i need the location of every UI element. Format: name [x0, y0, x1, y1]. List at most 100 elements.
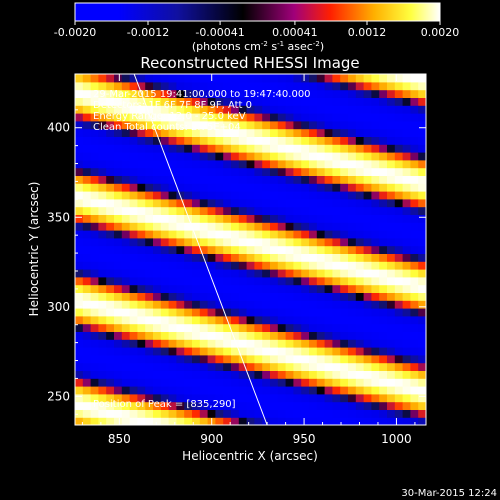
heatmap-cell	[285, 206, 294, 215]
heatmap-cell	[246, 253, 255, 262]
heatmap-cell	[394, 152, 404, 161]
heatmap-cell	[199, 105, 209, 114]
heatmap-cell	[223, 136, 232, 145]
heatmap-cell	[184, 120, 193, 130]
heatmap-cell	[355, 105, 365, 114]
heatmap-cell	[355, 159, 365, 169]
heatmap-cell	[394, 393, 404, 403]
heatmap-cell	[98, 284, 107, 293]
heatmap-cell	[160, 253, 170, 262]
heatmap-cell	[371, 393, 380, 403]
heatmap-cell	[293, 339, 302, 348]
heatmap-cell	[254, 276, 263, 286]
heatmap-cell	[309, 191, 318, 200]
heatmap-cell	[410, 89, 419, 98]
heatmap-cell	[82, 105, 92, 114]
heatmap-cell	[231, 105, 240, 114]
heatmap-cell	[184, 128, 193, 137]
heatmap-cell	[262, 113, 271, 122]
heatmap-cell	[394, 362, 404, 371]
heatmap-cell	[184, 393, 193, 403]
heatmap-cell	[106, 284, 115, 293]
heatmap-cell	[238, 276, 248, 286]
heatmap-cell	[129, 191, 138, 200]
x-tick-label: 950	[293, 432, 316, 446]
heatmap-cell	[129, 120, 138, 130]
heatmap-cell	[285, 120, 294, 130]
colorbar-ticks	[74, 21, 441, 25]
heatmap-cell	[402, 152, 411, 161]
heatmap-cell	[160, 401, 170, 410]
heatmap-cell	[254, 269, 263, 278]
plot-frame	[74, 73, 427, 426]
heatmap-cell	[262, 261, 271, 270]
heatmap-cell	[262, 409, 271, 418]
heatmap-cell	[363, 230, 372, 239]
heatmap-cell	[82, 339, 92, 348]
heatmap-cell	[121, 284, 131, 293]
heatmap-cell	[75, 159, 84, 169]
heatmap-cell	[371, 175, 380, 184]
heatmap-cell	[371, 362, 380, 371]
heatmap-cell	[332, 269, 341, 278]
heatmap-cell	[293, 292, 302, 301]
heatmap-cell	[75, 253, 84, 262]
heatmap-cell	[192, 152, 201, 161]
heatmap-cell	[106, 206, 115, 215]
heatmap-cell	[402, 245, 411, 254]
heatmap-cell	[355, 152, 365, 161]
heatmap-cell	[246, 167, 255, 176]
heatmap-cell	[254, 386, 263, 395]
heatmap-cell	[98, 230, 107, 239]
heatmap-cell	[285, 222, 294, 231]
heatmap-cell	[371, 354, 380, 364]
heatmap-cell	[379, 292, 388, 301]
heatmap-cell	[371, 347, 380, 356]
heatmap-cell	[114, 378, 123, 387]
heatmap-cell	[301, 315, 310, 325]
heatmap-cell	[207, 354, 216, 364]
heatmap-cell	[332, 97, 341, 106]
heatmap-cell	[293, 276, 302, 286]
heatmap-cell	[246, 292, 255, 301]
heatmap-cell	[402, 362, 411, 371]
heatmap-cell	[270, 347, 279, 356]
heatmap-cell	[301, 401, 310, 410]
heatmap-cell	[270, 269, 279, 278]
heatmap-cell	[82, 323, 92, 332]
heatmap-cell	[207, 206, 216, 215]
heatmap-cell	[363, 198, 372, 208]
heatmap-cell	[387, 409, 396, 418]
heatmap-cell	[238, 292, 248, 301]
heatmap-cell	[192, 237, 201, 247]
heatmap-cell	[238, 128, 248, 137]
heatmap-cell	[238, 315, 248, 325]
heatmap-cell	[371, 230, 380, 239]
heatmap-cell	[160, 339, 170, 348]
heatmap-cell	[199, 308, 209, 317]
heatmap-cell	[223, 339, 232, 348]
heatmap-cell	[153, 214, 162, 223]
heatmap-cell	[75, 113, 84, 122]
heatmap-cell	[301, 97, 310, 106]
heatmap-cell	[223, 269, 232, 278]
heatmap-cell	[316, 269, 326, 278]
heatmap-cell	[137, 284, 146, 293]
heatmap-cell	[75, 331, 84, 340]
heatmap-cell	[402, 89, 411, 98]
heatmap-cell	[309, 378, 318, 387]
heatmap-cell	[106, 113, 115, 122]
heatmap-cell	[301, 308, 310, 317]
heatmap-cell	[402, 315, 411, 325]
heatmap-cell	[301, 198, 310, 208]
heatmap-cell	[231, 198, 240, 208]
heatmap-cell	[231, 347, 240, 356]
heatmap-cell	[106, 417, 115, 425]
heatmap-cell	[371, 245, 380, 254]
heatmap-cell	[184, 292, 193, 301]
heatmap-cell	[355, 323, 365, 332]
heatmap-cell	[121, 378, 131, 387]
heatmap-cell	[402, 409, 411, 418]
heatmap-cell	[129, 144, 138, 153]
heatmap-cell	[238, 214, 248, 223]
